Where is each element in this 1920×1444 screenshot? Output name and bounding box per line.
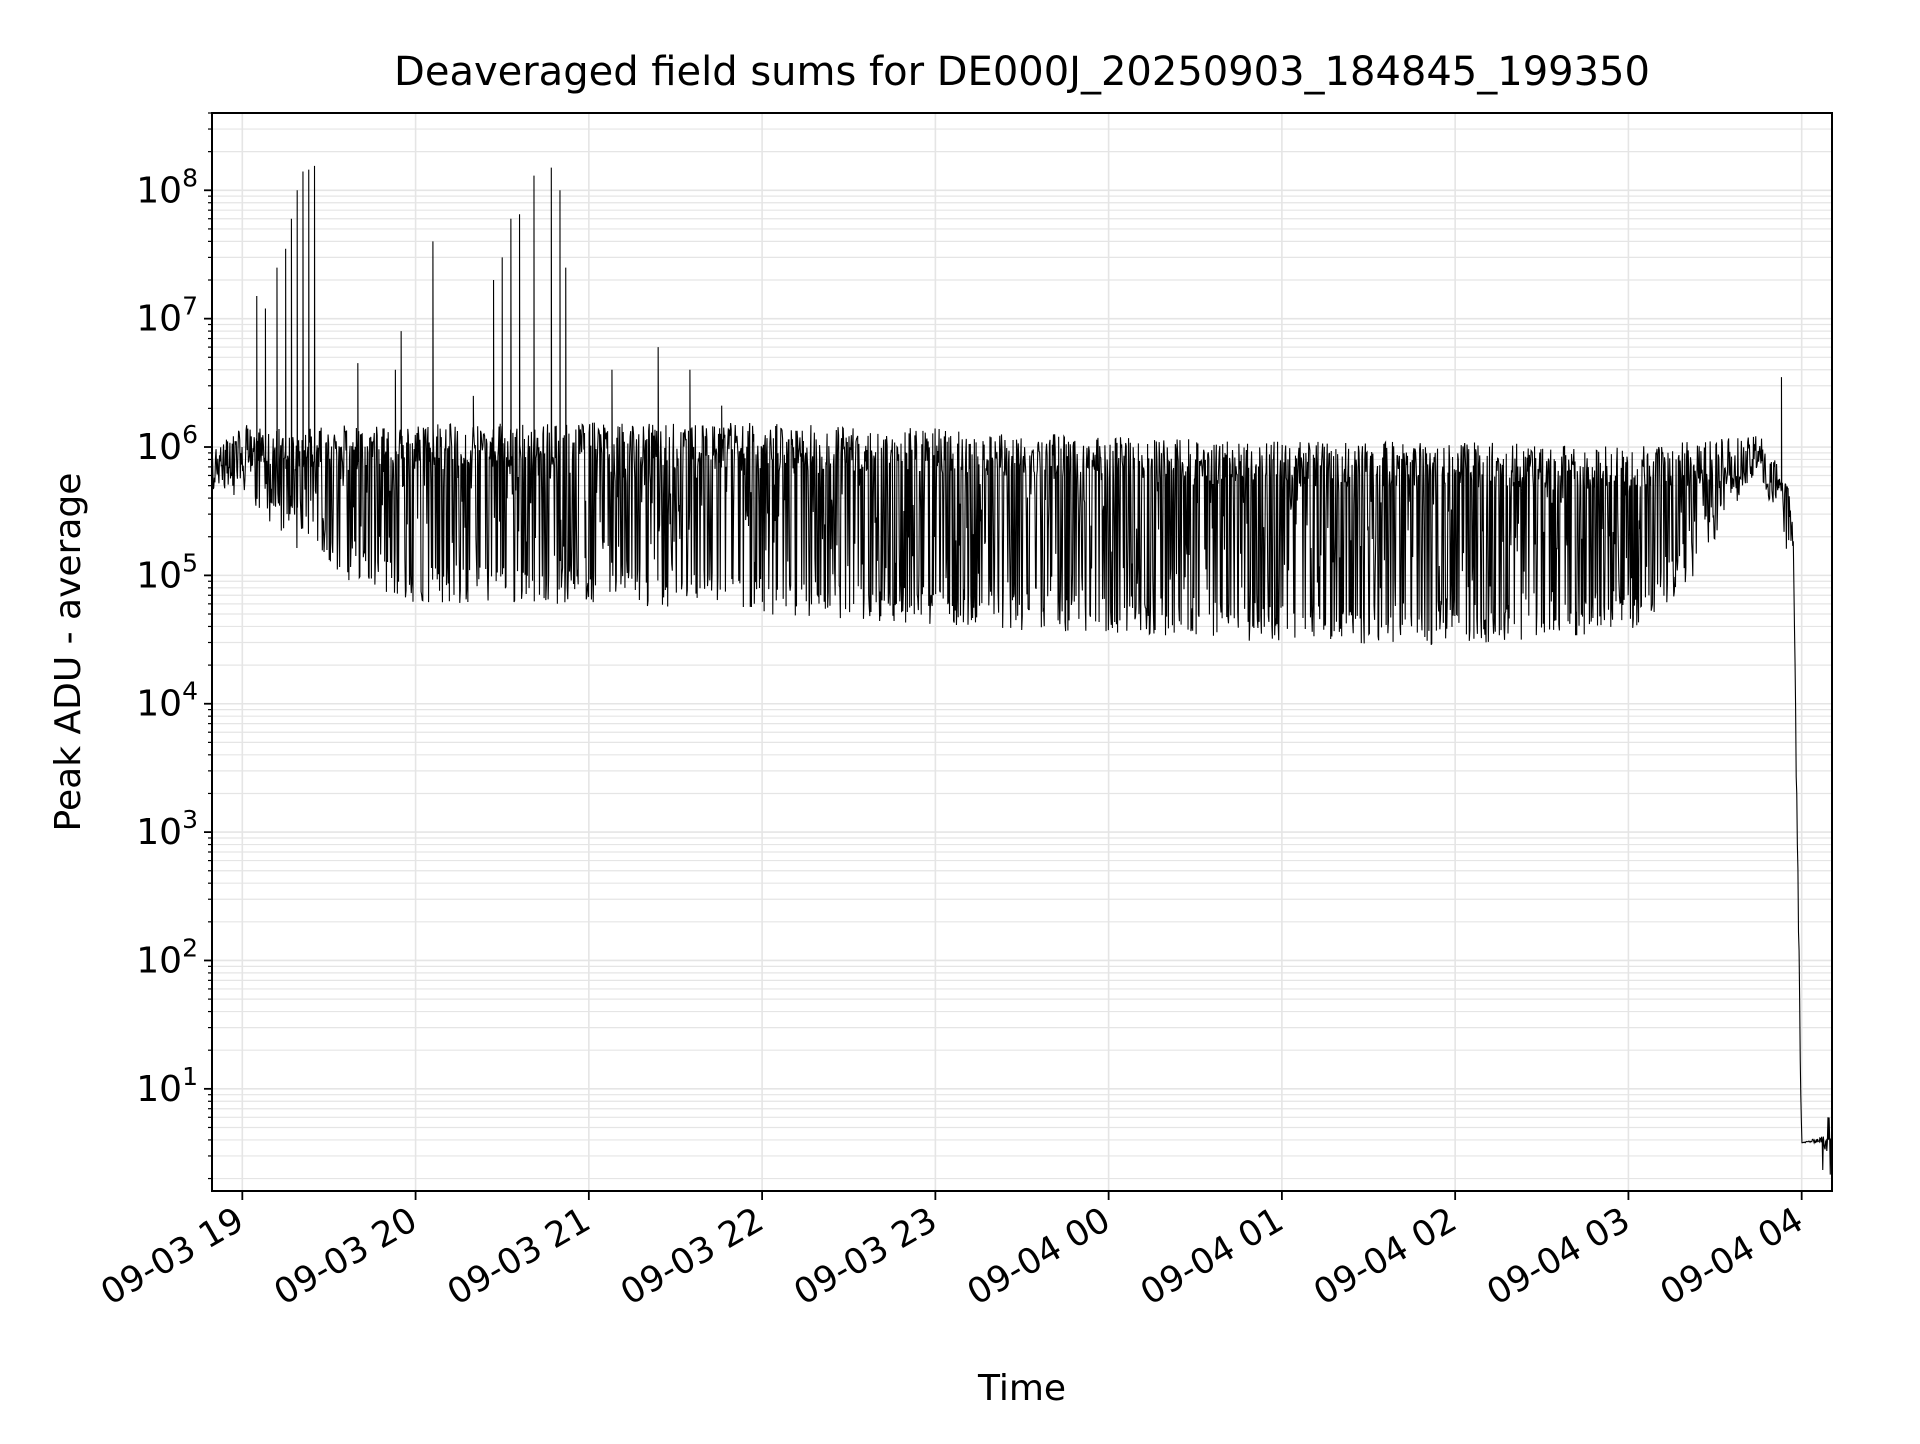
y-tick-label: 108 bbox=[136, 163, 198, 211]
y-tick-label: 107 bbox=[136, 292, 198, 340]
y-tick-label: 104 bbox=[136, 677, 198, 725]
y-axis-label: Peak ADU - average bbox=[48, 473, 89, 832]
chart-title: Deaveraged field sums for DE000J_2025090… bbox=[394, 49, 1650, 95]
series-line bbox=[211, 165, 1833, 1175]
x-axis-label: Time bbox=[977, 1368, 1066, 1409]
plot-frame bbox=[211, 112, 1833, 1192]
y-tick-label: 101 bbox=[136, 1062, 198, 1110]
y-tick-label: 105 bbox=[136, 548, 198, 596]
y-tick-label: 106 bbox=[136, 420, 198, 468]
y-tick-label: 102 bbox=[136, 933, 198, 981]
y-tick-label: 103 bbox=[136, 805, 198, 853]
data-layer bbox=[211, 165, 1833, 1175]
